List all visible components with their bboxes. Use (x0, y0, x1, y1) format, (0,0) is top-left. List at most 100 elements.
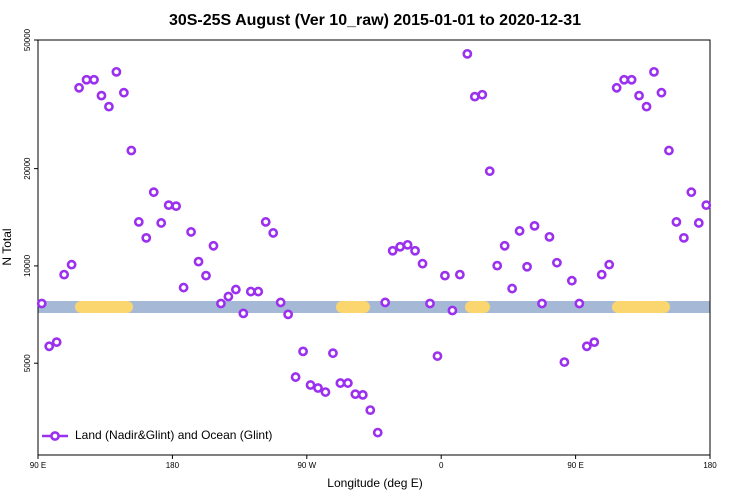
data-point (66, 259, 77, 270)
data-point (395, 241, 406, 252)
legend-marker (50, 431, 60, 441)
data-point (417, 258, 428, 269)
data-point (372, 427, 383, 438)
data-point (44, 341, 55, 352)
data-point (268, 228, 279, 238)
data-point (566, 275, 577, 286)
data-point (469, 91, 480, 102)
x-tick-label: 180 (703, 461, 717, 470)
data-point (432, 351, 443, 361)
data-point (178, 282, 189, 293)
legend-label: Land (Nadir&Glint) and Ocean (Glint) (75, 428, 272, 442)
data-point (59, 269, 70, 280)
data-point (454, 269, 465, 280)
data-point (619, 74, 630, 85)
data-point (81, 74, 92, 85)
data-point (89, 74, 99, 85)
data-point (245, 286, 256, 297)
data-point (275, 297, 286, 308)
data-point (649, 66, 659, 77)
data-point (36, 298, 47, 309)
data-point (678, 232, 689, 243)
y-tick-label: 50000 (23, 28, 32, 51)
land-band (612, 301, 670, 313)
data-point (223, 291, 234, 302)
surface-band (38, 301, 710, 313)
data-point (596, 269, 607, 280)
data-point (163, 200, 174, 211)
data-point (477, 89, 488, 100)
data-point (552, 257, 562, 268)
data-point (148, 187, 159, 198)
data-point (350, 389, 361, 400)
data-point (193, 256, 204, 267)
y-tick-label: 5000 (23, 354, 32, 372)
data-point (51, 337, 62, 348)
data-point (634, 90, 644, 101)
data-point (529, 220, 540, 231)
data-point (693, 218, 704, 228)
data-point (290, 372, 301, 382)
data-point (492, 260, 503, 271)
data-point (402, 239, 413, 250)
data-point (410, 245, 420, 256)
data-point (387, 245, 398, 256)
data-point (186, 227, 196, 237)
data-point (701, 200, 712, 211)
data-point (604, 259, 615, 270)
data-point (208, 240, 219, 251)
data-point (298, 346, 308, 357)
data-point (537, 298, 547, 309)
land-band (75, 301, 133, 313)
data-point (201, 270, 211, 281)
data-point (305, 380, 316, 390)
data-point (253, 286, 264, 297)
x-tick-label: 90 E (567, 461, 583, 470)
data-point (656, 87, 667, 98)
data-point (260, 217, 271, 227)
data-point (365, 405, 376, 416)
data-point (171, 201, 182, 212)
data-point (507, 283, 518, 294)
data-point (581, 341, 592, 352)
data-point (118, 87, 129, 98)
data-point (626, 74, 637, 85)
x-tick-label: 90 W (297, 461, 316, 470)
y-tick-label: 20000 (23, 157, 32, 180)
chart-title: 30S-25S August (Ver 10_raw) 2015-01-01 t… (169, 12, 581, 29)
ocean-band (38, 301, 710, 313)
data-point (664, 145, 674, 156)
data-point (342, 378, 353, 388)
data-point (238, 308, 249, 319)
y-axis-label: N Total (0, 228, 14, 265)
data-point (499, 240, 510, 251)
data-point (96, 90, 107, 101)
data-point (514, 226, 525, 236)
land-band (336, 301, 370, 313)
data-point (104, 101, 114, 112)
data-point (641, 101, 652, 112)
data-point (462, 48, 473, 59)
data-point (283, 309, 294, 320)
plot-frame (37, 39, 711, 456)
x-tick-label: 90 E (30, 461, 46, 470)
data-point (559, 357, 570, 367)
land-band (465, 301, 490, 313)
data-point (425, 298, 435, 309)
y-tick-label: 10000 (23, 254, 32, 277)
data-point (156, 218, 167, 228)
data-point (313, 383, 323, 393)
data-point (522, 261, 532, 272)
data-point (484, 166, 495, 177)
data-point (328, 348, 338, 359)
data-point (589, 337, 600, 348)
data-point (671, 217, 682, 227)
x-tick-label: 0 (439, 461, 444, 470)
data-point (335, 378, 346, 388)
data-point (357, 389, 368, 400)
data-point (230, 284, 241, 295)
data-point (216, 298, 226, 309)
data-point (447, 305, 458, 316)
